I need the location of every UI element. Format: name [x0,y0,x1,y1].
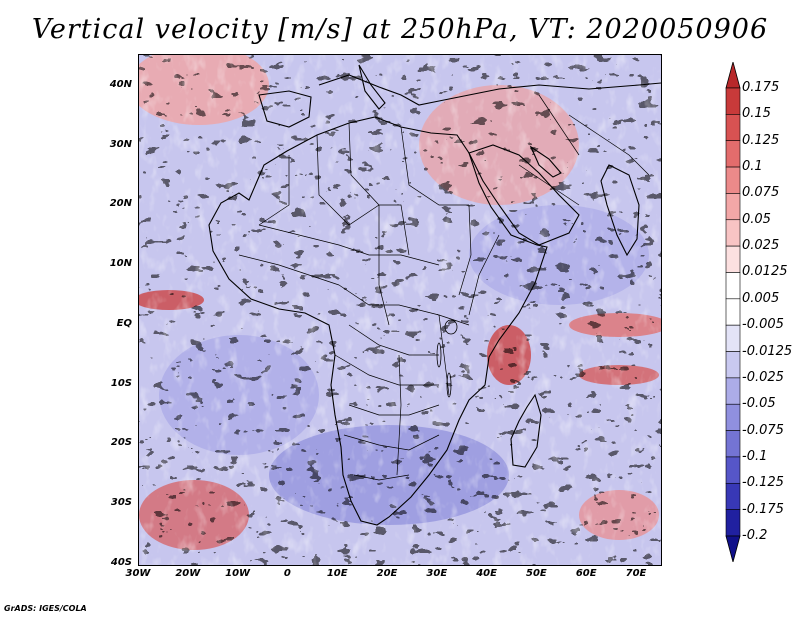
colorbar-bin [725,245,741,273]
colorbar-bin [725,430,741,458]
iberia-coastline [258,90,312,128]
lon-tick-label: 30W [125,568,151,579]
madagascar-coastline [510,393,542,468]
colorbar-bin [725,166,741,194]
lakes [436,319,458,398]
colorbar-tick-label: -0.1 [742,448,768,464]
india-coastline [600,164,640,257]
colorbar-bin [725,272,741,300]
persian-gulf [529,145,562,178]
lat-tick-label: 30S [110,496,132,508]
colorbar-tick-label: 0.005 [742,290,780,306]
lat-tick-label: EQ [116,317,132,329]
arabia-coastline [468,144,580,246]
italy-coastline [358,64,386,110]
lat-tick-label: 20N [109,198,132,210]
colorbar-tick-label: -0.0125 [742,343,793,359]
europe-coastline [318,74,661,106]
colorbar-bin [725,324,741,352]
colorbar-bin [725,219,741,247]
lon-tick-label: 0 [283,568,291,579]
country-borders [238,94,650,481]
lat-tick-label: 20S [110,437,132,449]
lon-tick-label: 40E [476,568,497,579]
colorbar-bin [725,351,741,379]
colorbar-bin [725,140,741,168]
colorbar-tick-label: 0.125 [742,132,780,148]
colorbar-tick-label: 0.175 [742,80,780,95]
colorbar-top-triangle [725,62,741,89]
colorbar-tick-label: -0.075 [742,422,784,438]
field-noise-white [139,55,661,565]
lon-tick-label: 20W [175,568,201,579]
velocity-field [139,55,661,565]
lat-tick-label: 10N [109,258,132,270]
lon-tick-label: 70E [625,568,647,579]
lon-tick-label: 50E [526,568,547,579]
vertical-velocity-map [138,54,662,566]
lon-tick-label: 10E [326,568,348,579]
colorbar-tick-label: 0.15 [742,106,771,122]
colorbar-bin [725,377,741,405]
colorbar-bottom-triangle [725,535,741,562]
lat-tick-label: 40S [110,556,132,568]
lat-tick-label: 40N [109,79,132,90]
lon-tick-label: 10W [225,568,251,579]
colorbar-tick-label: -0.2 [742,528,768,543]
lon-tick-label: 20E [376,568,398,579]
colorbar-bin [725,509,741,537]
africa-coastline [208,116,548,526]
colorbar-tick-label: 0.0125 [742,264,788,280]
lat-tick-label: 30N [109,138,132,150]
colorbar-bin [725,114,741,142]
colorbar-tick-label: -0.125 [742,475,784,491]
colorbar-tick-label: 0.05 [742,211,771,227]
credit-text: GrADS: IGES/COLA [4,604,87,613]
lon-tick-label: 60E [575,568,597,579]
colorbar-tick-label: 0.1 [742,159,763,175]
colorbar-bin [725,298,741,326]
lat-tick-label: 10S [110,377,132,389]
colorbar-bin [725,456,741,484]
colorbar-bin [725,482,741,510]
map-title: Vertical velocity [m/s] at 250hPa, VT: 2… [31,14,769,45]
colorbar-bin [725,87,741,115]
lon-tick-label: 30E [426,568,448,579]
colorbar-tick-label: 0.075 [742,185,780,201]
colorbar-tick-label: -0.025 [742,369,784,385]
colorbar-tick-label: 0.025 [742,238,780,254]
colorbar-tick-label: -0.005 [742,317,784,333]
colorbar-bin [725,403,741,431]
coastlines [208,64,661,526]
colorbar-tick-label: -0.05 [742,396,776,412]
colorbar [725,62,741,562]
colorbar-bin [725,193,741,221]
colorbar-tick-label: -0.175 [742,501,784,517]
